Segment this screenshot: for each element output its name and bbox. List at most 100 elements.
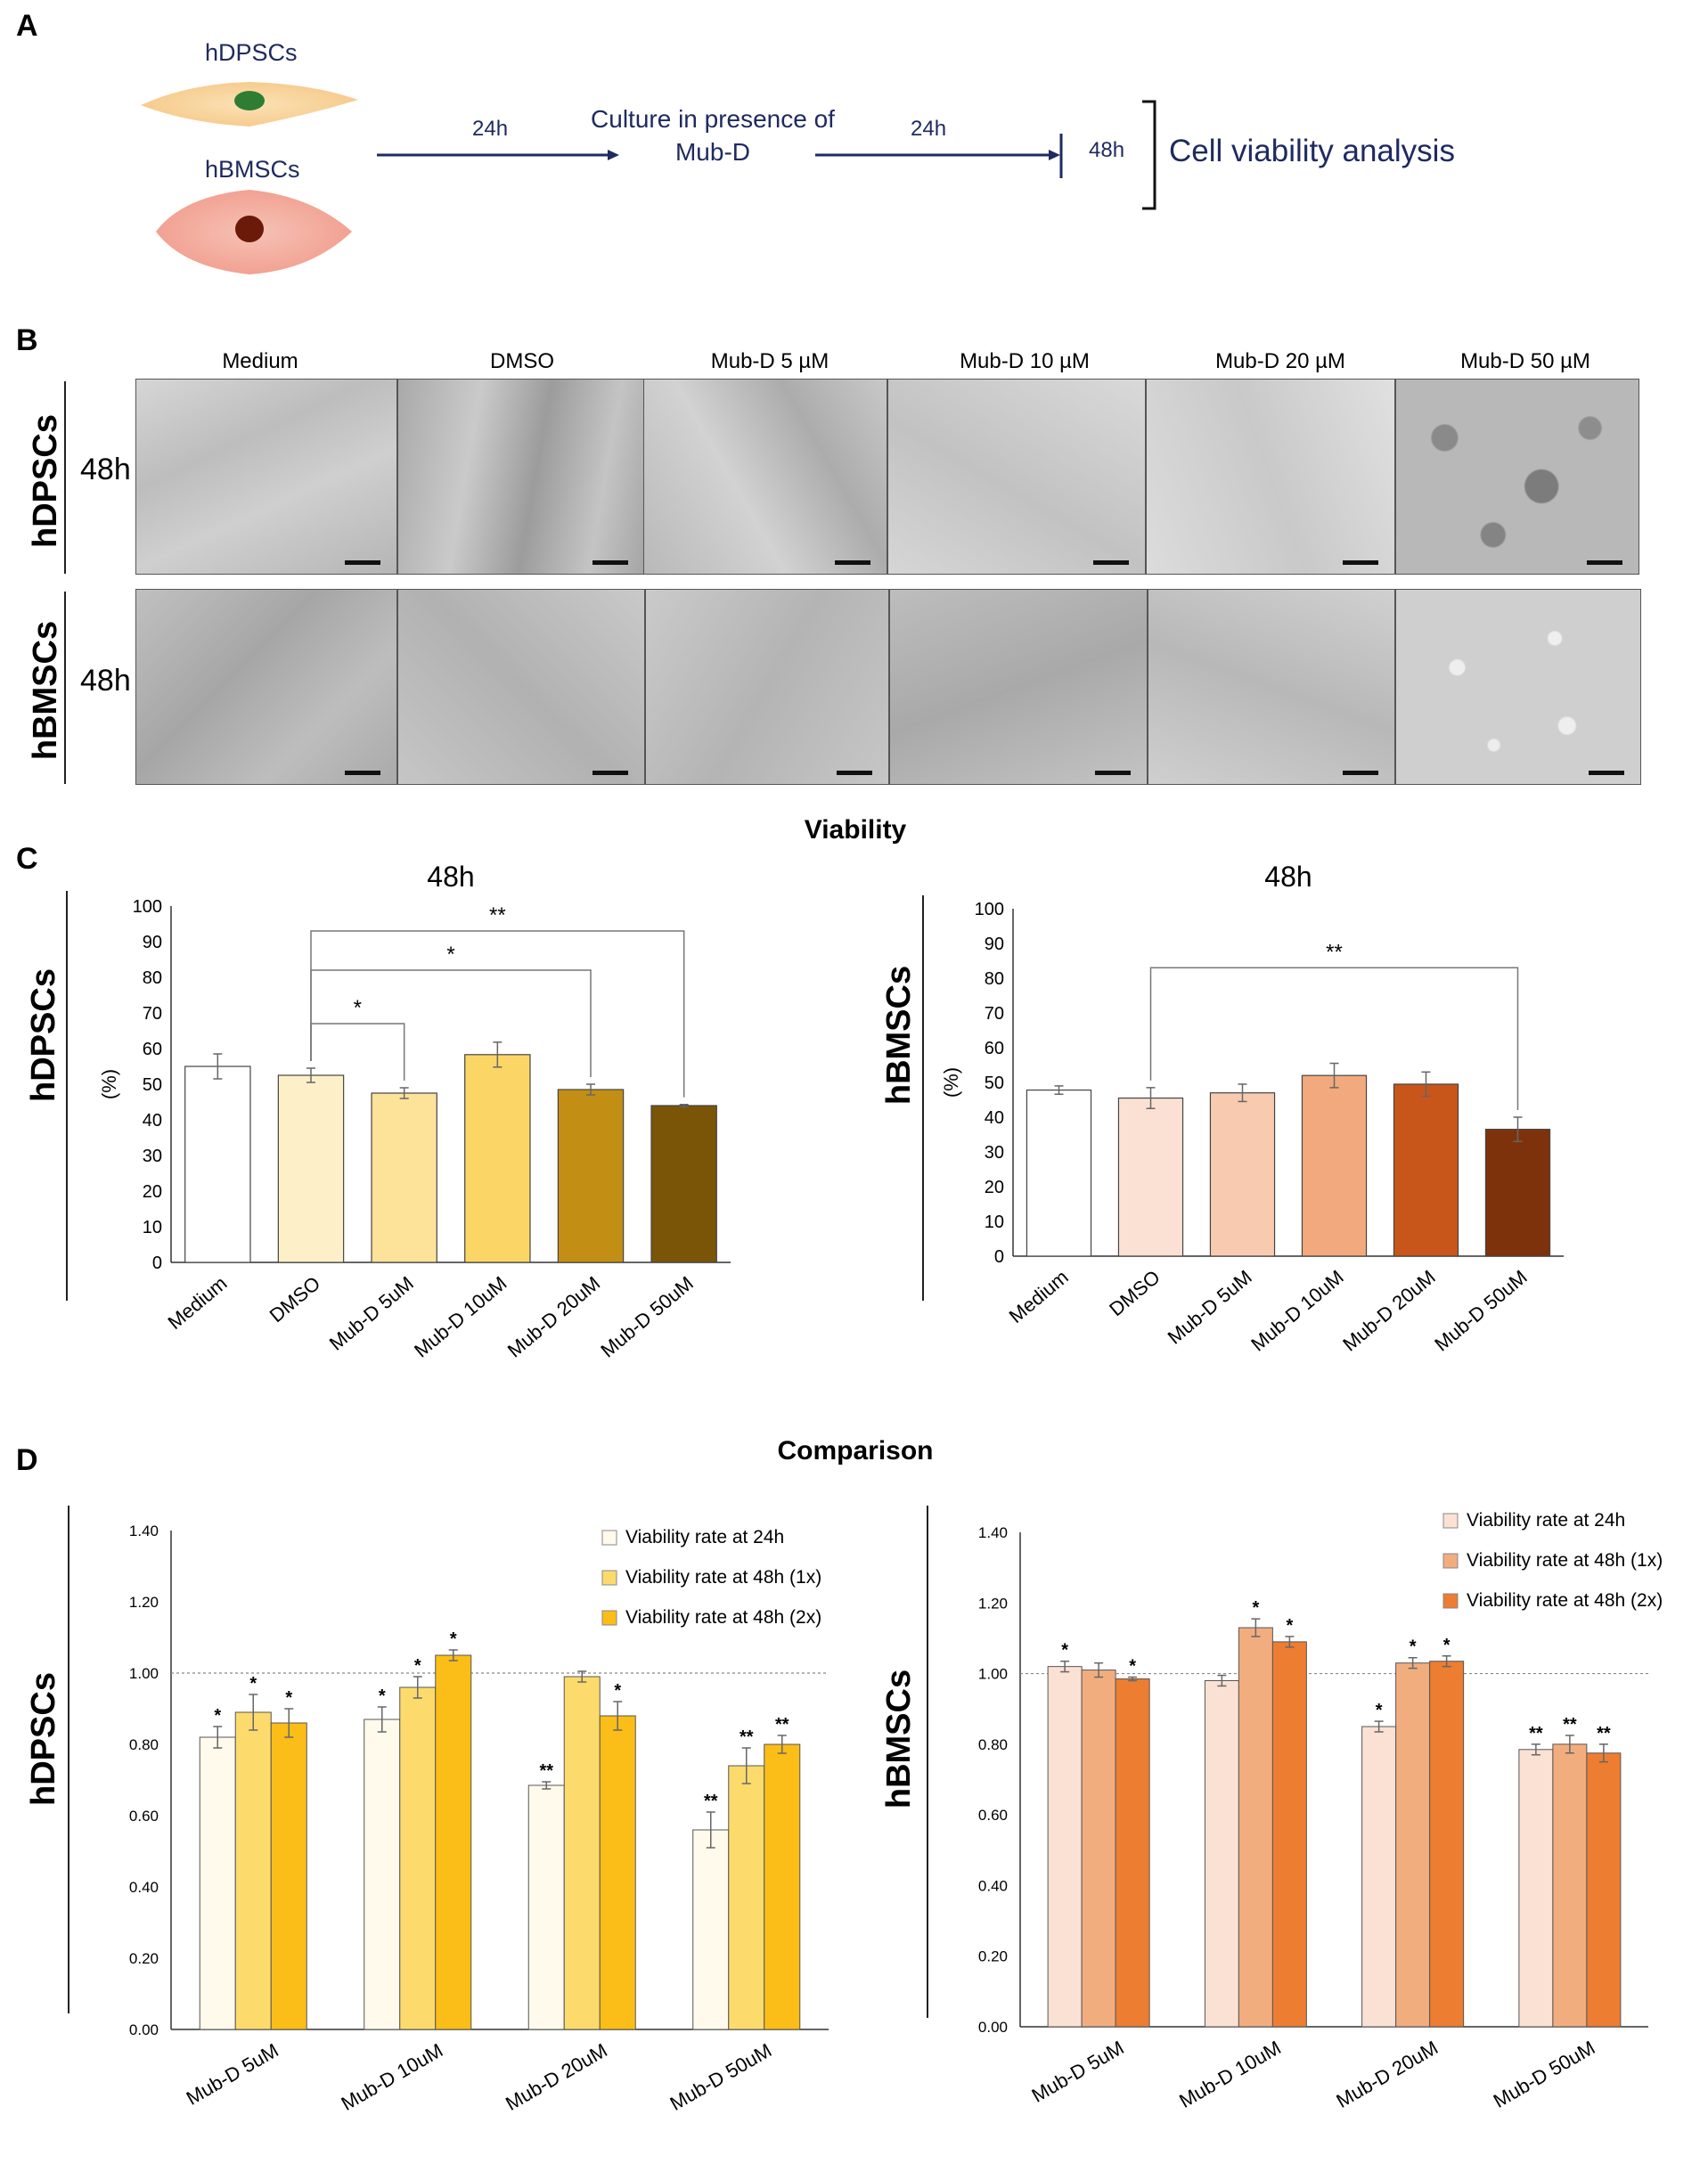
- y-axis-label: (%): [98, 1069, 120, 1099]
- row-label-hdpscs: hDPSCs: [27, 414, 64, 548]
- col-head-mubd10: Mub-D 10 µM: [960, 349, 1090, 373]
- significance-stars: *: [1410, 1637, 1417, 1657]
- bar-mub-d-5um: [1209, 1092, 1276, 1257]
- c-left-divider: [66, 891, 68, 1301]
- y-tick-label: 0.00: [978, 2019, 1008, 2036]
- bar-mub-d-20um-series-2: [1395, 1662, 1431, 2028]
- micrograph-hdpsc-medium: [135, 379, 397, 575]
- legend-swatch: [601, 1610, 617, 1626]
- bar-mub-d-20um-series-1: [527, 1784, 565, 2030]
- chart-d-right: 0.000.200.400.600.801.001.201.40**Mub-D …: [978, 1510, 1663, 2112]
- significance-bracket: [310, 1023, 405, 1081]
- outcome-label: Cell viability analysis: [1169, 134, 1455, 168]
- y-tick-label: 0.60: [978, 1807, 1008, 1824]
- x-tick-label: Mub-D 5uM: [1164, 1266, 1256, 1349]
- col-head-mubd20: Mub-D 20 µM: [1215, 349, 1345, 373]
- x-tick-label: Mub-D 10uM: [1175, 2037, 1285, 2112]
- significance-bracket: [310, 930, 685, 1098]
- row1-time: 48h: [80, 453, 131, 486]
- y-tick-label: 0.60: [129, 1808, 159, 1825]
- y-tick-label: 20: [143, 1182, 162, 1202]
- bar-mub-d-50um-series-2: [1552, 1743, 1588, 2028]
- bar-mub-d-5um-series-2: [1081, 1670, 1116, 2028]
- bar-mub-d-10um: [1301, 1074, 1368, 1257]
- y-tick-label: 1.00: [978, 1666, 1008, 1683]
- significance-stars: *: [1252, 1598, 1259, 1618]
- row2-time: 48h: [80, 664, 131, 698]
- bar-mub-d-10um-series-3: [1271, 1641, 1307, 2028]
- legend-swatch: [1442, 1553, 1459, 1569]
- bar-mub-d-10um: [464, 1054, 531, 1263]
- x-tick-label: Mub-D 5uM: [1028, 2037, 1128, 2107]
- bar-mub-d-5um-series-3: [270, 1722, 307, 2030]
- chart-d-left: 0.000.200.400.600.801.001.201.40***Mub-D…: [129, 1523, 829, 2115]
- x-tick-label: Mub-D 10uM: [410, 1272, 511, 1362]
- row-label-hbmscs: hBMSCs: [27, 620, 64, 761]
- x-tick-label: Mub-D 10uM: [1246, 1266, 1347, 1356]
- d-left-divider: [68, 1506, 69, 2013]
- scale-bar: [1343, 771, 1378, 775]
- legend-label: Viability rate at 24h: [625, 1527, 784, 1547]
- y-tick-label: 1.20: [129, 1594, 159, 1611]
- y-tick-label: 0.40: [978, 1877, 1008, 1894]
- c-left-row-label: hDPSCs: [25, 968, 62, 1102]
- y-tick-label: 50: [985, 1074, 1004, 1093]
- y-tick-label: 0.80: [978, 1736, 1008, 1753]
- step2-label-line2: Mub-D: [674, 138, 750, 166]
- scale-bar: [345, 560, 380, 565]
- panel-letter-b: B: [16, 323, 38, 357]
- significance-stars: *: [214, 1706, 221, 1726]
- timeline-arrowhead-1: [608, 150, 619, 160]
- significance-stars: *: [614, 1681, 621, 1701]
- significance-stars: **: [775, 1715, 789, 1735]
- bar-mub-d-20um-series-3: [1429, 1661, 1465, 2028]
- cell-label-hdpscs: hDPSCs: [205, 39, 298, 66]
- y-tick-label: 0: [994, 1247, 1004, 1267]
- significance-stars: *: [1376, 1701, 1383, 1720]
- micrograph-hdpsc-mubd10: [887, 379, 1146, 575]
- legend-label: Viability rate at 48h (2x): [625, 1607, 821, 1628]
- y-tick-label: 0.40: [129, 1879, 159, 1896]
- hdpsc-nucleus: [234, 91, 265, 110]
- col-head-dmso: DMSO: [490, 349, 554, 373]
- significance-stars: *: [249, 1674, 257, 1694]
- y-tick-label: 70: [985, 1004, 1004, 1024]
- x-tick-label: Mub-D 10uM: [338, 2039, 447, 2115]
- y-tick-label: 50: [143, 1075, 162, 1095]
- scale-bar: [592, 560, 628, 565]
- y-tick-label: 70: [143, 1004, 162, 1024]
- significance-stars: *: [1443, 1636, 1451, 1655]
- bar-mub-d-20um-series-2: [563, 1676, 601, 2030]
- y-tick-label: 80: [985, 969, 1004, 989]
- legend-swatch: [1442, 1593, 1459, 1609]
- col-head-medium: Medium: [222, 349, 298, 373]
- significance-stars: *: [446, 943, 454, 967]
- significance-stars: **: [539, 1761, 553, 1781]
- bar-mub-d-5um-series-1: [1047, 1666, 1083, 2028]
- y-tick-label: 0.20: [129, 1950, 159, 1967]
- bar-mub-d-50um-series-2: [728, 1765, 765, 2030]
- d-left-row-label: hDPSCs: [25, 1672, 62, 1806]
- micrograph-hbmsc-mubd5: [645, 589, 889, 785]
- x-tick-label: Mub-D 20uM: [503, 1272, 604, 1362]
- significance-stars: **: [1597, 1724, 1611, 1743]
- cell-label-hbmscs: hBMSCs: [205, 156, 300, 183]
- bar-mub-d-10um-series-1: [364, 1719, 401, 2030]
- legend-swatch: [601, 1570, 617, 1586]
- scale-bar: [837, 771, 872, 775]
- micrograph-hbmsc-mubd50: [1395, 589, 1641, 785]
- y-tick-label: 100: [133, 897, 162, 917]
- bar-mub-d-5um: [371, 1092, 437, 1263]
- x-tick-label: Mub-D 5uM: [183, 2039, 282, 2110]
- bar-mub-d-5um-series-2: [234, 1711, 272, 2030]
- chart-title: 48h: [427, 861, 474, 893]
- bar-mub-d-50um-series-1: [692, 1829, 730, 2030]
- bar-dmso: [1117, 1097, 1184, 1257]
- micrograph-hbmsc-mubd10: [889, 589, 1148, 785]
- col-head-mubd5: Mub-D 5 µM: [710, 349, 829, 373]
- significance-stars: **: [704, 1792, 718, 1811]
- y-tick-label: 0.20: [978, 1948, 1008, 1965]
- x-tick-label: Mub-D 50uM: [1430, 1266, 1531, 1356]
